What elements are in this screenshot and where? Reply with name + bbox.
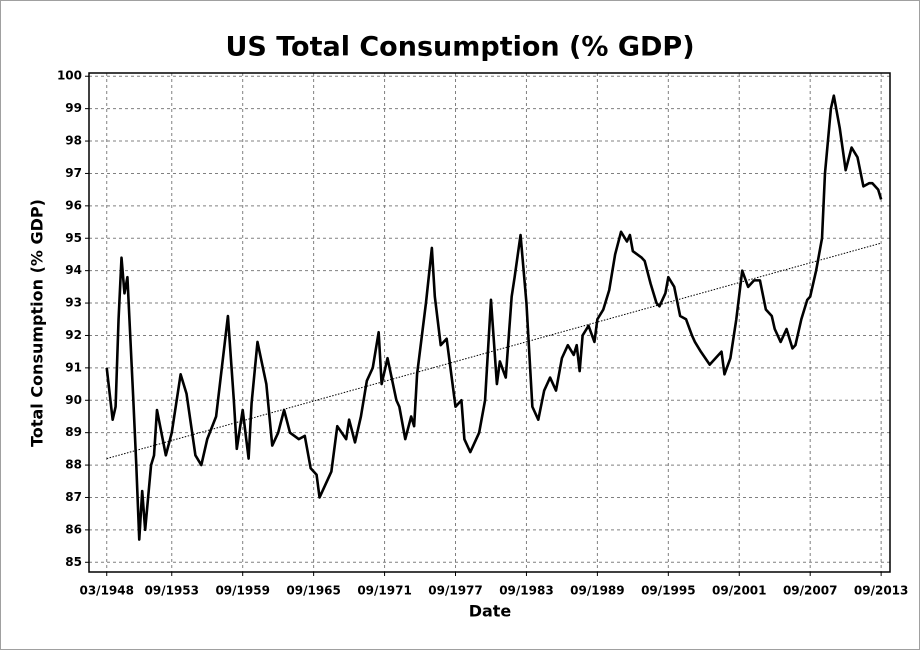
plot-border — [88, 72, 891, 573]
y-tick-label: 89 — [65, 425, 82, 439]
x-tick-label: 09/2013 — [854, 584, 908, 598]
x-tick-label: 03/1948 — [79, 584, 133, 598]
x-tick-label: 09/1953 — [145, 584, 199, 598]
y-tick-label: 86 — [65, 522, 82, 536]
y-tick-label: 98 — [65, 134, 82, 148]
y-tick-label: 97 — [65, 166, 82, 180]
line — [106, 242, 882, 460]
x-tick-label: 09/1977 — [428, 584, 482, 598]
x-tick-label: 09/1959 — [215, 584, 269, 598]
y-tick-label: 90 — [65, 393, 82, 407]
y-tick-label: 93 — [65, 296, 82, 310]
y-axis-label: Total Consumption (% GDP) — [28, 199, 47, 447]
y-tick-label: 87 — [65, 490, 82, 504]
x-tick-label: 09/2007 — [783, 584, 837, 598]
y-tick-label: 100 — [57, 69, 82, 83]
y-tick-label: 92 — [65, 328, 82, 342]
y-tick-label: 99 — [65, 101, 82, 115]
y-tick-label: 96 — [65, 198, 82, 212]
chart-title: US Total Consumption (% GDP) — [225, 32, 694, 63]
line — [105, 94, 883, 541]
x-tick-label: 09/1995 — [641, 584, 695, 598]
x-tick-label: 09/1989 — [570, 584, 624, 598]
x-tick-label: 09/1965 — [286, 584, 340, 598]
x-tick-label: 09/1971 — [357, 584, 411, 598]
y-tick-label: 95 — [65, 231, 82, 245]
y-tick-label: 88 — [65, 458, 82, 472]
x-tick-label: 09/2001 — [712, 584, 766, 598]
x-axis-label: Date — [469, 602, 512, 621]
x-tick-label: 09/1983 — [499, 584, 553, 598]
y-tick-label: 85 — [65, 555, 82, 569]
y-tick-label: 94 — [65, 263, 82, 277]
y-tick-label: 91 — [65, 360, 82, 374]
